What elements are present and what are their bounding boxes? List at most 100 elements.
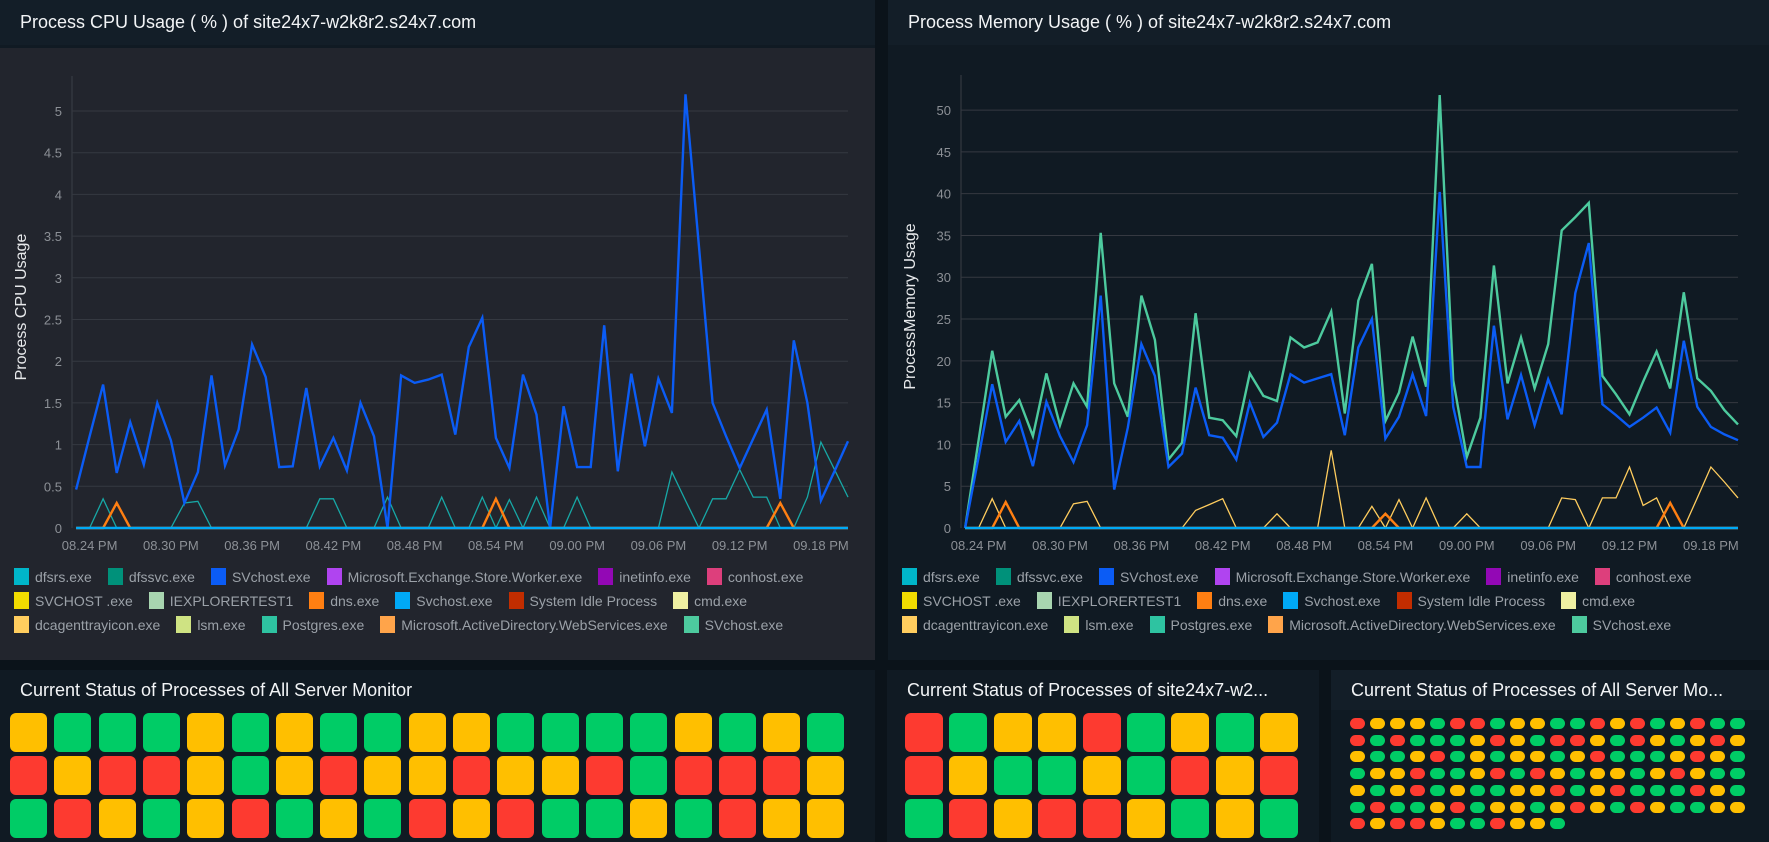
process-status-trouble[interactable]	[1510, 718, 1525, 729]
process-status-trouble[interactable]	[187, 713, 225, 752]
process-status-trouble[interactable]	[187, 799, 225, 838]
process-status-up[interactable]	[1127, 713, 1165, 752]
process-status-trouble[interactable]	[1650, 768, 1665, 780]
process-status-up[interactable]	[630, 713, 668, 752]
series-line-dns-exe[interactable]	[76, 495, 848, 530]
process-status-trouble[interactable]	[1710, 801, 1725, 813]
process-status-up[interactable]	[1350, 768, 1365, 780]
process-status-down[interactable]	[1430, 751, 1445, 763]
process-status-trouble[interactable]	[1510, 818, 1525, 830]
process-status-up[interactable]	[1260, 799, 1299, 838]
legend-item[interactable]: Svchost.exe	[1283, 592, 1381, 609]
process-status-up[interactable]	[98, 713, 136, 752]
process-status-trouble[interactable]	[1450, 784, 1465, 796]
process-status-up[interactable]	[1410, 801, 1425, 813]
process-status-down[interactable]	[1690, 751, 1705, 763]
process-status-trouble[interactable]	[98, 799, 136, 838]
process-status-up[interactable]	[1730, 768, 1745, 780]
process-status-up[interactable]	[1450, 818, 1465, 830]
process-status-down[interactable]	[231, 799, 269, 838]
process-status-down[interactable]	[1390, 734, 1405, 746]
legend-item[interactable]: SVchost.exe	[683, 616, 783, 633]
process-status-up[interactable]	[1390, 801, 1405, 813]
process-status-trouble[interactable]	[1530, 718, 1545, 729]
process-status-down[interactable]	[1610, 784, 1625, 796]
legend-item[interactable]: IEXPLORERTEST1	[1036, 592, 1181, 609]
process-status-trouble[interactable]	[1650, 801, 1665, 813]
process-status-trouble[interactable]	[497, 756, 535, 795]
process-status-up[interactable]	[1710, 718, 1725, 729]
process-status-down[interactable]	[1038, 799, 1077, 838]
process-status-up[interactable]	[1730, 784, 1745, 796]
process-status-up[interactable]	[1670, 801, 1685, 813]
legend-item[interactable]: SVchost.exe	[210, 568, 311, 585]
legend-item[interactable]: inetinfo.exe	[1486, 568, 1579, 585]
process-status-trouble[interactable]	[1510, 784, 1525, 796]
process-status-trouble[interactable]	[993, 799, 1032, 838]
legend-item[interactable]: inetinfo.exe	[598, 568, 691, 585]
process-status-trouble[interactable]	[1370, 718, 1385, 729]
process-status-up[interactable]	[949, 713, 988, 752]
process-status-up[interactable]	[630, 756, 668, 795]
process-status-trouble[interactable]	[1470, 751, 1485, 763]
process-status-up[interactable]	[364, 799, 402, 838]
process-status-up[interactable]	[142, 713, 180, 752]
process-status-trouble[interactable]	[275, 713, 313, 752]
process-status-down[interactable]	[1350, 718, 1365, 729]
process-status-up[interactable]	[1670, 784, 1685, 796]
process-status-trouble[interactable]	[1350, 784, 1365, 796]
process-status-trouble[interactable]	[1530, 818, 1545, 830]
process-status-up[interactable]	[541, 713, 579, 752]
process-status-up[interactable]	[1630, 784, 1645, 796]
process-status-down[interactable]	[1630, 734, 1645, 746]
process-status-down[interactable]	[1490, 818, 1505, 830]
process-status-down[interactable]	[1590, 718, 1605, 729]
process-status-up[interactable]	[1470, 801, 1485, 813]
legend-item[interactable]: Svchost.exe	[395, 592, 493, 609]
process-status-up[interactable]	[1490, 751, 1505, 763]
process-status-down[interactable]	[1410, 818, 1425, 830]
process-status-up[interactable]	[1550, 718, 1565, 729]
process-status-up[interactable]	[993, 756, 1032, 795]
process-status-down[interactable]	[1082, 713, 1121, 752]
legend-item[interactable]: Microsoft.Exchange.Store.Worker.exe	[326, 568, 582, 585]
process-status-trouble[interactable]	[10, 713, 47, 752]
process-status-trouble[interactable]	[1215, 799, 1254, 838]
series-line-svchost-exe[interactable]	[963, 94, 1739, 529]
process-status-up[interactable]	[231, 713, 269, 752]
process-status-up[interactable]	[1450, 734, 1465, 746]
process-status-up[interactable]	[1127, 756, 1165, 795]
process-status-up[interactable]	[1550, 751, 1565, 763]
process-status-up[interactable]	[142, 799, 180, 838]
process-status-trouble[interactable]	[541, 756, 579, 795]
process-status-trouble[interactable]	[1510, 751, 1525, 763]
process-status-trouble[interactable]	[1171, 713, 1210, 752]
process-status-down[interactable]	[1550, 734, 1565, 746]
process-status-up[interactable]	[1730, 751, 1745, 763]
process-status-trouble[interactable]	[1470, 734, 1485, 746]
process-status-up[interactable]	[1430, 718, 1445, 729]
process-status-down[interactable]	[1082, 799, 1121, 838]
process-status-up[interactable]	[1430, 768, 1445, 780]
legend-item[interactable]: dfsrs.exe	[902, 568, 980, 585]
process-status-down[interactable]	[497, 799, 535, 838]
process-status-trouble[interactable]	[1530, 751, 1545, 763]
process-status-trouble[interactable]	[1370, 818, 1385, 830]
legend-item[interactable]: conhost.exe	[706, 568, 803, 585]
process-status-down[interactable]	[1450, 801, 1465, 813]
process-status-down[interactable]	[1410, 768, 1425, 780]
legend-item[interactable]: lsm.exe	[176, 616, 246, 633]
process-status-trouble[interactable]	[364, 756, 402, 795]
process-status-up[interactable]	[1171, 799, 1210, 838]
process-status-up[interactable]	[1430, 784, 1445, 796]
process-status-up[interactable]	[585, 799, 623, 838]
process-status-up[interactable]	[364, 713, 402, 752]
process-status-down[interactable]	[1590, 751, 1605, 763]
legend-item[interactable]: System Idle Process	[1396, 592, 1545, 609]
process-status-trouble[interactable]	[1690, 768, 1705, 780]
process-status-trouble[interactable]	[320, 799, 358, 838]
process-status-down[interactable]	[674, 756, 712, 795]
process-status-trouble[interactable]	[1390, 718, 1405, 729]
process-status-down[interactable]	[1570, 734, 1585, 746]
process-status-up[interactable]	[1610, 751, 1625, 763]
